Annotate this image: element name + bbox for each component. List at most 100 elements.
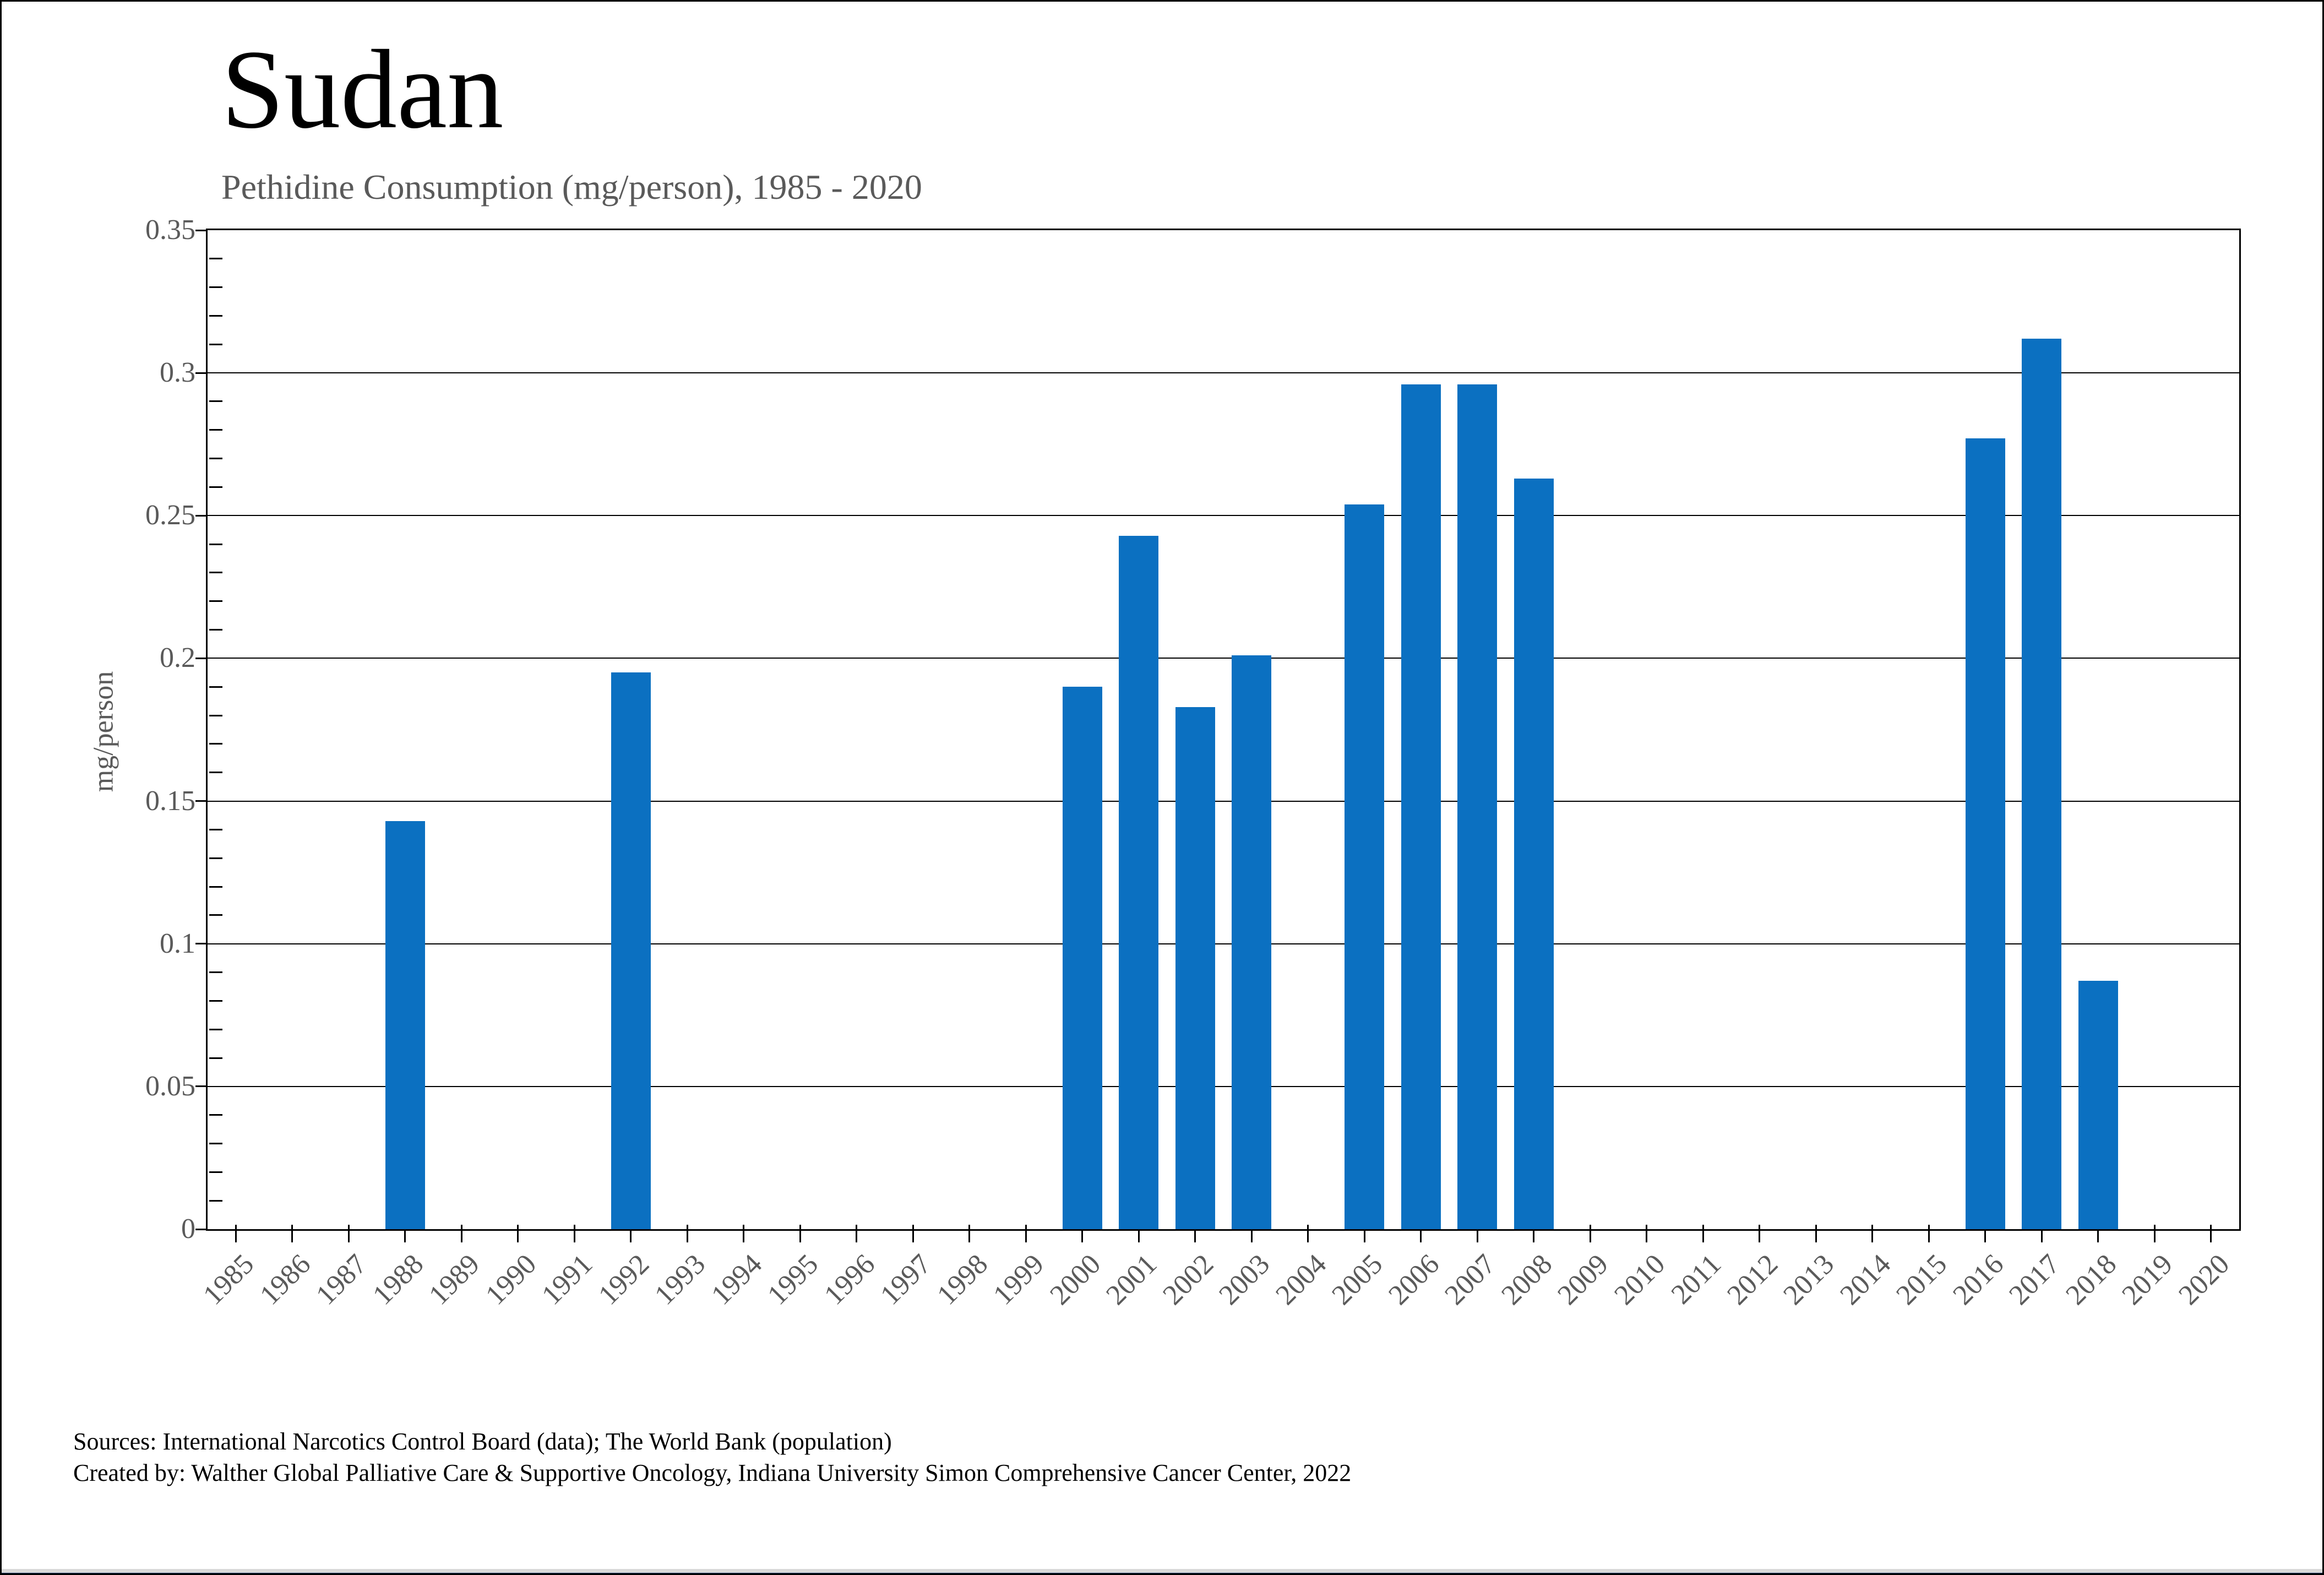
x-tick-1998 — [968, 1225, 971, 1242]
y-minor-tick — [209, 914, 222, 916]
x-tick-2008 — [1533, 1225, 1535, 1242]
x-tick-2010 — [1646, 1225, 1648, 1242]
x-tick-1996 — [856, 1225, 858, 1242]
gridline-y-0.3 — [208, 372, 2239, 374]
x-tick-1994 — [743, 1225, 745, 1242]
x-tick-2000 — [1081, 1225, 1084, 1242]
y-minor-tick — [209, 572, 222, 574]
y-minor-tick — [209, 458, 222, 460]
bar-2018 — [2078, 981, 2118, 1229]
gridline-y-0.15 — [208, 800, 2239, 802]
y-minor-tick — [209, 714, 222, 716]
y-tick-label-0.3: 0.3 — [160, 357, 195, 389]
gridline-y-0.1 — [208, 943, 2239, 944]
x-tick-1992 — [630, 1225, 632, 1242]
y-tick-label-0: 0 — [181, 1213, 195, 1245]
y-tick-label-0.35: 0.35 — [145, 214, 195, 246]
y-major-tick-0.1 — [195, 943, 208, 945]
gridline-y-0.2 — [208, 658, 2239, 659]
x-tick-2006 — [1420, 1225, 1422, 1242]
y-major-tick-0 — [195, 1228, 208, 1230]
footer-blue-strip — [2, 1573, 2324, 1575]
x-tick-2009 — [1589, 1225, 1591, 1242]
y-minor-tick — [209, 1028, 222, 1030]
y-minor-tick — [209, 828, 222, 830]
plot-area — [206, 229, 2241, 1231]
x-tick-2007 — [1476, 1225, 1478, 1242]
x-tick-1991 — [573, 1225, 575, 1242]
x-tick-1997 — [912, 1225, 914, 1242]
y-tick-label-0.1: 0.1 — [160, 927, 195, 959]
x-tick-2016 — [1984, 1225, 1986, 1242]
y-major-tick-0.25 — [195, 514, 208, 517]
x-tick-1988 — [404, 1225, 406, 1242]
x-tick-2015 — [1928, 1225, 1930, 1242]
chart-title: Sudan — [221, 27, 504, 152]
x-tick-1990 — [517, 1225, 519, 1242]
bar-1992 — [611, 672, 651, 1229]
x-tick-2020 — [2210, 1225, 2212, 1242]
bar-2000 — [1062, 687, 1102, 1229]
bar-2007 — [1457, 384, 1498, 1229]
bar-2003 — [1232, 655, 1272, 1229]
x-tick-1985 — [235, 1225, 237, 1242]
y-major-tick-0.15 — [195, 800, 208, 802]
y-major-tick-0.35 — [195, 229, 208, 231]
x-tick-1995 — [799, 1225, 801, 1242]
y-major-tick-0.3 — [195, 372, 208, 374]
x-tick-2019 — [2153, 1225, 2156, 1242]
x-tick-2002 — [1194, 1225, 1196, 1242]
y-minor-tick — [209, 286, 222, 289]
x-tick-2014 — [1871, 1225, 1874, 1242]
x-tick-1999 — [1025, 1225, 1027, 1242]
x-tick-2005 — [1363, 1225, 1365, 1242]
x-tick-2012 — [1759, 1225, 1761, 1242]
y-tick-label-0.25: 0.25 — [145, 499, 195, 531]
y-minor-tick — [209, 1114, 222, 1116]
bar-2008 — [1514, 478, 1554, 1229]
x-tick-2011 — [1702, 1225, 1704, 1242]
y-major-tick-0.2 — [195, 657, 208, 659]
y-minor-tick — [209, 1057, 222, 1059]
x-tick-1987 — [347, 1225, 350, 1242]
y-minor-tick — [209, 1143, 222, 1144]
bar-2001 — [1119, 535, 1159, 1229]
x-tick-2017 — [2040, 1225, 2043, 1242]
y-minor-tick — [209, 1171, 222, 1173]
y-minor-tick — [209, 343, 222, 345]
y-minor-tick — [209, 629, 222, 631]
y-minor-tick — [209, 1000, 222, 1002]
x-tick-1993 — [686, 1225, 688, 1242]
y-minor-tick — [209, 314, 222, 317]
chart-subtitle: Pethidine Consumption (mg/person), 1985 … — [221, 167, 922, 207]
y-minor-tick — [209, 600, 222, 602]
y-tick-label-0.15: 0.15 — [145, 785, 195, 817]
y-minor-tick — [209, 772, 222, 774]
y-minor-tick — [209, 886, 222, 888]
y-minor-tick — [209, 857, 222, 859]
x-tick-2004 — [1307, 1225, 1309, 1242]
y-minor-tick — [209, 258, 222, 260]
bar-1988 — [385, 821, 425, 1229]
bar-2016 — [1965, 438, 2005, 1229]
footer-gray-strip — [2, 1569, 2322, 1573]
x-tick-2013 — [1815, 1225, 1817, 1242]
y-minor-tick — [209, 971, 222, 974]
bar-2006 — [1401, 384, 1441, 1229]
x-tick-1986 — [291, 1225, 293, 1242]
bar-2005 — [1345, 504, 1385, 1229]
y-minor-tick — [209, 429, 222, 431]
bar-2017 — [2022, 338, 2062, 1229]
y-minor-tick — [209, 1199, 222, 1202]
y-minor-tick — [209, 743, 222, 745]
source-line-1: Sources: International Narcotics Control… — [73, 1428, 892, 1455]
gridline-y-0.05 — [208, 1085, 2239, 1087]
x-tick-2018 — [2097, 1225, 2099, 1242]
bar-2002 — [1175, 707, 1215, 1229]
y-minor-tick — [209, 486, 222, 488]
gridline-y-0.25 — [208, 515, 2239, 517]
x-tick-1989 — [460, 1225, 462, 1242]
y-major-tick-0.05 — [195, 1085, 208, 1088]
y-tick-label-0.2: 0.2 — [160, 642, 195, 674]
